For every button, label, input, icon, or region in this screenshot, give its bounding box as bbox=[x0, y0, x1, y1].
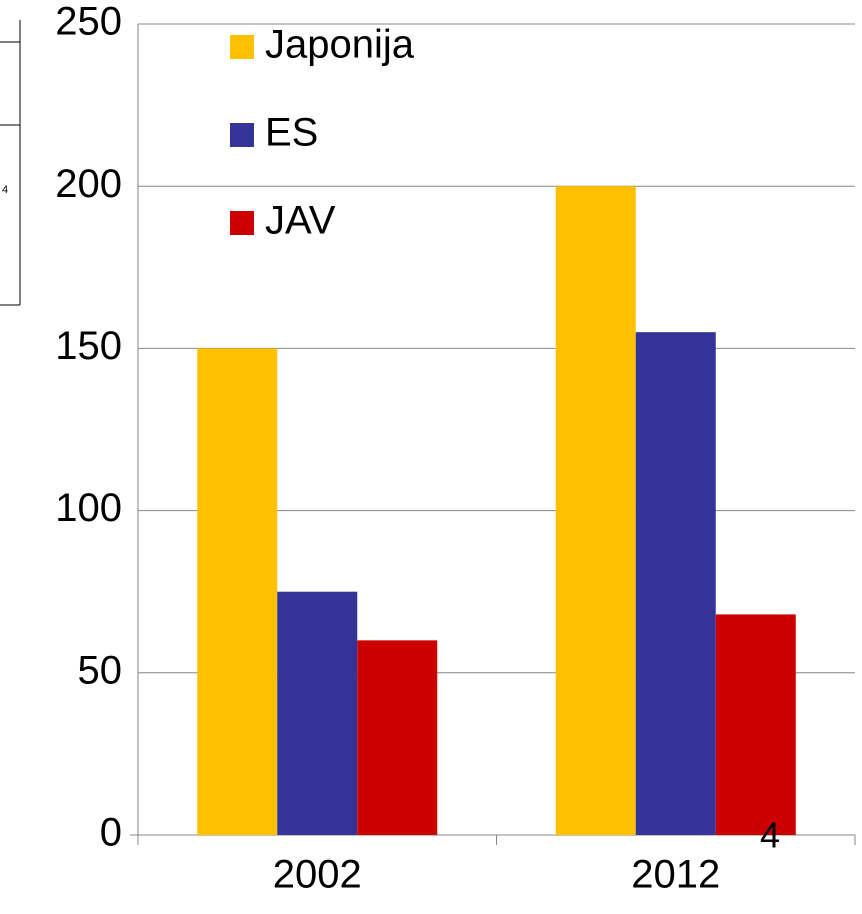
y-tick-label: 150 bbox=[55, 324, 122, 368]
legend-label: Japonija bbox=[265, 23, 415, 67]
bar bbox=[357, 640, 438, 835]
legend-swatch bbox=[230, 123, 254, 147]
y-tick-label: 100 bbox=[55, 486, 122, 530]
left-fragment bbox=[0, 20, 21, 306]
bar bbox=[715, 614, 796, 835]
fragment-number: 4 bbox=[2, 184, 8, 196]
bar bbox=[635, 332, 716, 835]
bar bbox=[197, 348, 278, 835]
legend-swatch bbox=[230, 211, 254, 235]
x-tick-label: 2012 bbox=[631, 853, 720, 897]
y-tick-label: 0 bbox=[100, 811, 122, 855]
y-tick-label: 250 bbox=[55, 0, 122, 44]
legend-label: ES bbox=[265, 111, 318, 155]
x-tick-label: 2002 bbox=[273, 853, 362, 897]
legend-swatch bbox=[230, 35, 254, 59]
y-tick-label: 50 bbox=[78, 648, 123, 692]
y-tick-label: 200 bbox=[55, 162, 122, 206]
bar bbox=[277, 591, 358, 835]
legend-label: JAV bbox=[265, 199, 336, 243]
page-number: 4 bbox=[760, 815, 780, 856]
bar bbox=[555, 186, 636, 835]
